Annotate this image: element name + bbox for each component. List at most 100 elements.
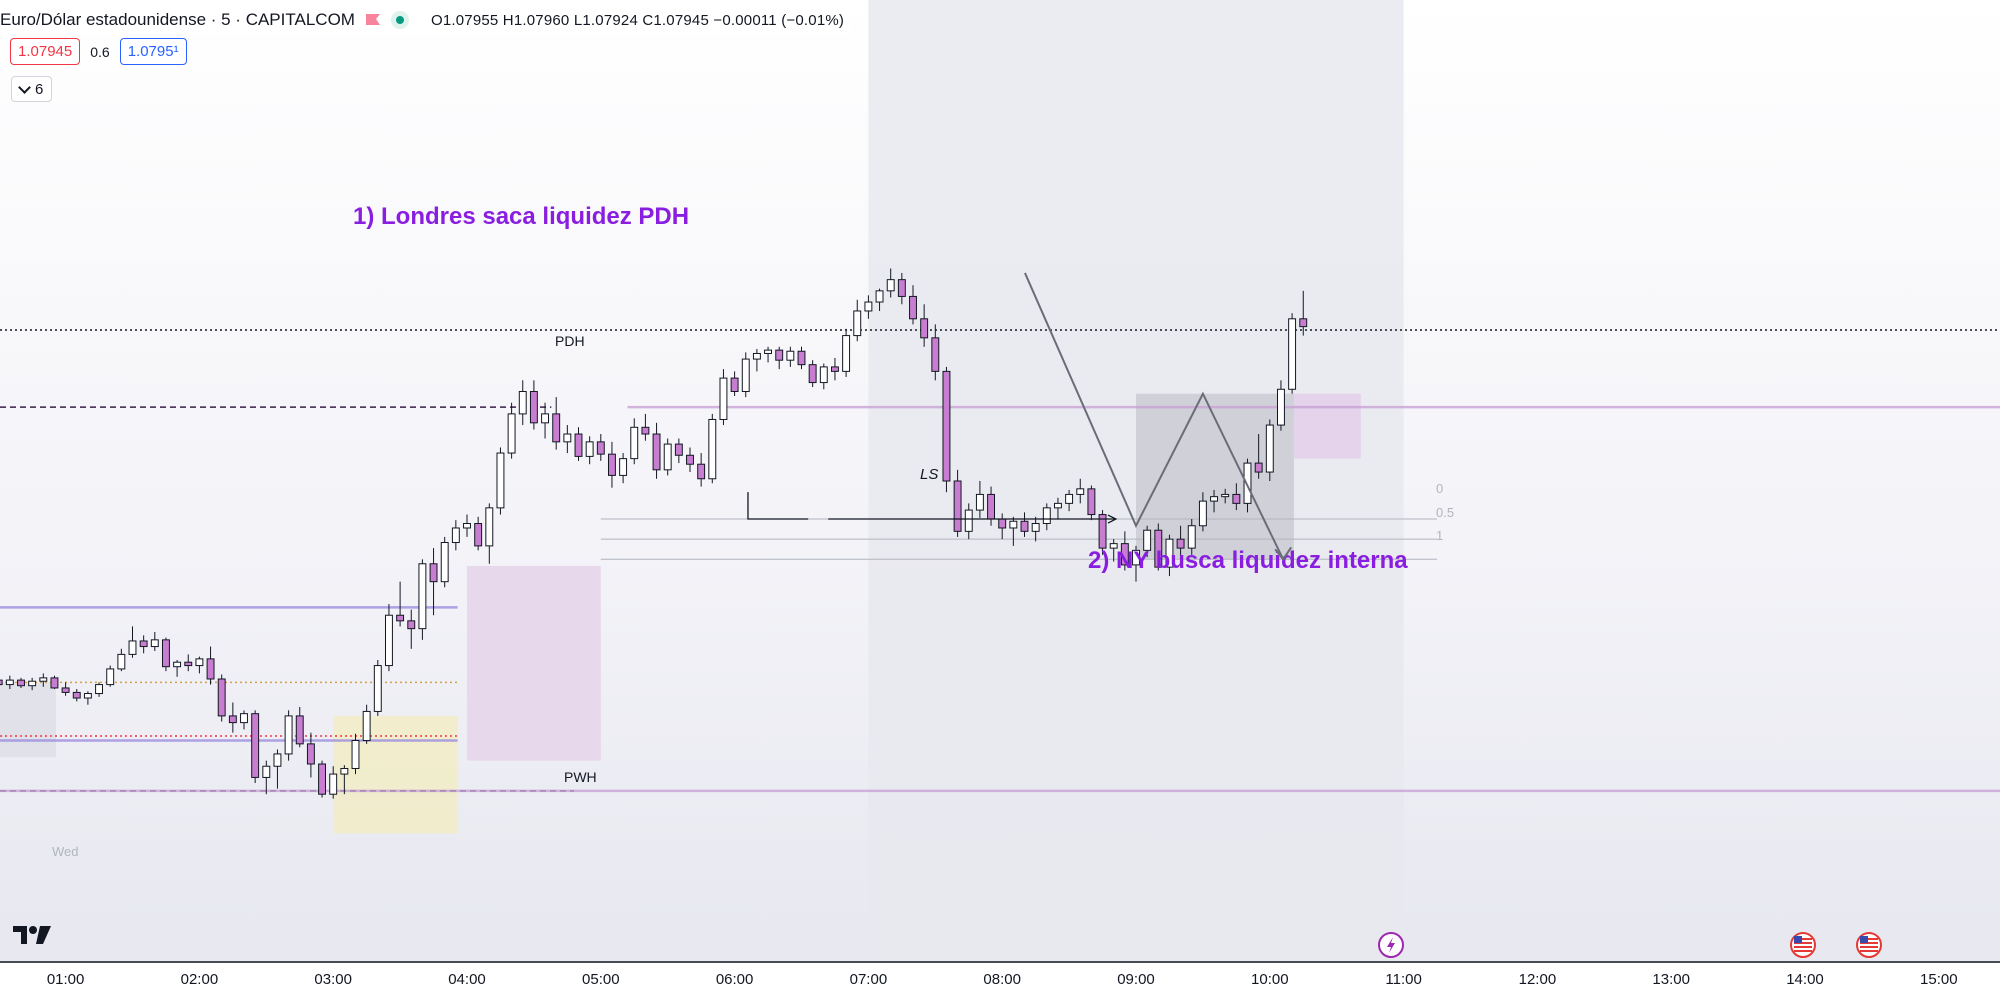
candle-body: [1176, 538, 1185, 549]
candle: [1120, 531, 1129, 571]
indicators-collapse-button[interactable]: 6: [11, 76, 53, 102]
status-dot-icon[interactable]: [390, 11, 409, 29]
candle-body: [384, 614, 393, 667]
candle: [1210, 489, 1219, 513]
annotation-london[interactable]: 1) Londres saca liquidez PDH: [353, 203, 689, 230]
candle: [1109, 539, 1118, 562]
candle-body: [697, 463, 706, 480]
candle: [596, 434, 605, 461]
time-tick-label: 08:00: [983, 971, 1021, 988]
candle-body: [719, 377, 728, 420]
candle-body: [206, 658, 215, 680]
us-flag-event-icon-2-canton: [1860, 936, 1868, 943]
candle: [942, 366, 951, 493]
candle: [106, 665, 115, 687]
candle-body: [128, 640, 137, 655]
candle: [329, 766, 338, 799]
candle: [730, 371, 739, 396]
candle-body: [1020, 520, 1029, 532]
candle: [775, 346, 784, 370]
candle-body: [485, 507, 494, 547]
candle-body: [150, 639, 159, 648]
candle-body: [373, 665, 382, 712]
fib-label-0: 0: [1436, 481, 1443, 496]
time-axis[interactable]: 01:00 02:00 03:00 04:00 05:00 06:00 07:00 08:00…: [0, 961, 2000, 996]
candle: [697, 453, 706, 487]
candle-body: [619, 458, 628, 476]
us-flag-event-icon-2-stripe: [1860, 942, 1878, 944]
candle-body: [1243, 462, 1252, 504]
candle: [61, 682, 70, 696]
candle: [552, 397, 561, 450]
buy-price-button[interactable]: 1.0795¹: [119, 38, 187, 65]
candle-body: [886, 279, 895, 292]
candle: [507, 402, 516, 459]
time-tick-label: 13:00: [1652, 971, 1690, 988]
candle: [384, 604, 393, 672]
candle: [228, 702, 237, 733]
time-tick-label: 03:00: [314, 971, 352, 988]
candle-body: [864, 301, 873, 312]
flag-icon[interactable]: [365, 13, 381, 27]
time-tick-label: 11:00: [1385, 971, 1421, 988]
candle-body: [808, 364, 817, 384]
candle: [117, 648, 126, 672]
candle: [541, 402, 550, 439]
tradingview-logo[interactable]: [13, 924, 53, 946]
candle: [1098, 510, 1107, 555]
drawings-layer: 1) Londres saca liquidez PDH 2) NY busca…: [52, 203, 1454, 859]
candle-body: [596, 441, 605, 455]
candle: [173, 659, 182, 677]
us-flag-event-icon-stripe: [1794, 938, 1812, 940]
candle: [240, 710, 248, 730]
candle-body: [262, 765, 271, 778]
time-axis-background: [0, 963, 2000, 996]
candle: [1176, 525, 1185, 558]
symbol-title[interactable]: Euro/Dólar estadounidense · 5 · CAPITALC…: [0, 10, 355, 29]
candle-body: [1198, 500, 1207, 527]
candle-body: [1299, 318, 1308, 328]
candle: [529, 380, 538, 430]
candle-body: [574, 433, 583, 457]
candle-body: [50, 677, 59, 689]
candle-body: [5, 679, 14, 686]
candle: [842, 328, 851, 377]
london-killzone-box: [467, 566, 601, 761]
us-flag-event-icon-stripe: [1794, 942, 1812, 944]
candle: [1065, 489, 1074, 512]
candle: [1299, 290, 1308, 336]
candle-body: [1187, 525, 1196, 549]
time-tick-label: 04:00: [448, 971, 486, 988]
candle-body: [1120, 543, 1129, 566]
wed-label: Wed: [52, 844, 79, 859]
ls-label: LS: [920, 466, 938, 483]
candle-body: [541, 413, 550, 424]
candle: [786, 346, 795, 367]
candle-body: [964, 509, 973, 532]
zigzag-projection: [1024, 272, 1285, 560]
sell-price-button[interactable]: 1.07945: [10, 38, 81, 65]
candle: [619, 453, 628, 484]
candle: [563, 425, 572, 454]
candle-body: [1165, 538, 1174, 568]
candle: [1009, 516, 1018, 546]
time-tick-label: 09:00: [1117, 971, 1155, 988]
candle: [1232, 483, 1241, 511]
candle-body: [953, 480, 962, 532]
candle-body: [998, 518, 1007, 529]
candle-body: [1154, 529, 1163, 568]
candle: [1288, 313, 1297, 394]
candle: [128, 626, 137, 658]
candle: [262, 760, 271, 795]
annotation-ny[interactable]: 2) NY busca liquidez interna: [1088, 547, 1408, 574]
candle-body: [496, 452, 505, 509]
ny-range-box: [1136, 393, 1294, 560]
candle: [797, 346, 806, 370]
candle-body: [1009, 520, 1018, 529]
candle-body: [741, 358, 750, 393]
zigzag-arrow-head: [1274, 546, 1293, 561]
candle-body: [529, 391, 538, 424]
candle: [463, 514, 471, 537]
candle: [485, 503, 494, 564]
